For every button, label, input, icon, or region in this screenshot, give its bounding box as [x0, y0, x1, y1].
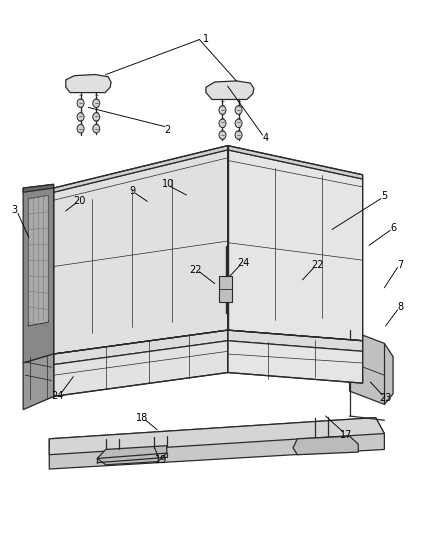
Polygon shape — [66, 75, 111, 93]
Polygon shape — [53, 146, 228, 192]
Polygon shape — [206, 81, 254, 100]
Text: 24: 24 — [51, 391, 63, 401]
Text: 1: 1 — [203, 34, 209, 44]
Text: 24: 24 — [238, 259, 250, 268]
Polygon shape — [53, 150, 228, 354]
Circle shape — [77, 99, 84, 108]
Text: 22: 22 — [311, 261, 324, 270]
Text: 2: 2 — [165, 125, 171, 135]
Polygon shape — [23, 184, 53, 363]
Polygon shape — [228, 341, 363, 383]
Polygon shape — [228, 146, 363, 179]
Polygon shape — [23, 184, 53, 192]
Polygon shape — [28, 196, 48, 326]
Text: 7: 7 — [397, 260, 403, 270]
Text: 23: 23 — [379, 393, 392, 403]
Text: 20: 20 — [74, 196, 86, 206]
Text: 8: 8 — [397, 302, 403, 312]
Circle shape — [235, 106, 242, 114]
Circle shape — [235, 119, 242, 127]
Circle shape — [219, 131, 226, 139]
Polygon shape — [53, 341, 228, 397]
Polygon shape — [53, 330, 228, 365]
Polygon shape — [23, 354, 53, 410]
Circle shape — [93, 99, 100, 108]
Bar — [219, 276, 232, 302]
Circle shape — [219, 106, 226, 114]
Circle shape — [235, 131, 242, 139]
Text: 22: 22 — [189, 265, 202, 274]
Text: 19: 19 — [155, 455, 168, 464]
Polygon shape — [228, 330, 363, 351]
Polygon shape — [49, 418, 385, 455]
Text: 3: 3 — [11, 205, 18, 215]
Text: 18: 18 — [136, 413, 148, 423]
Text: 5: 5 — [381, 191, 388, 201]
Polygon shape — [97, 446, 167, 465]
Polygon shape — [41, 354, 53, 402]
Polygon shape — [49, 418, 385, 469]
Polygon shape — [350, 330, 393, 405]
Circle shape — [77, 124, 84, 133]
Text: 6: 6 — [390, 223, 396, 233]
Text: 17: 17 — [340, 430, 353, 440]
Circle shape — [93, 124, 100, 133]
Polygon shape — [228, 150, 363, 341]
Circle shape — [93, 113, 100, 121]
Text: 4: 4 — [262, 133, 268, 143]
Circle shape — [77, 113, 84, 121]
Text: 10: 10 — [162, 179, 174, 189]
Text: 9: 9 — [129, 185, 135, 196]
Circle shape — [219, 119, 226, 127]
Polygon shape — [293, 436, 358, 455]
